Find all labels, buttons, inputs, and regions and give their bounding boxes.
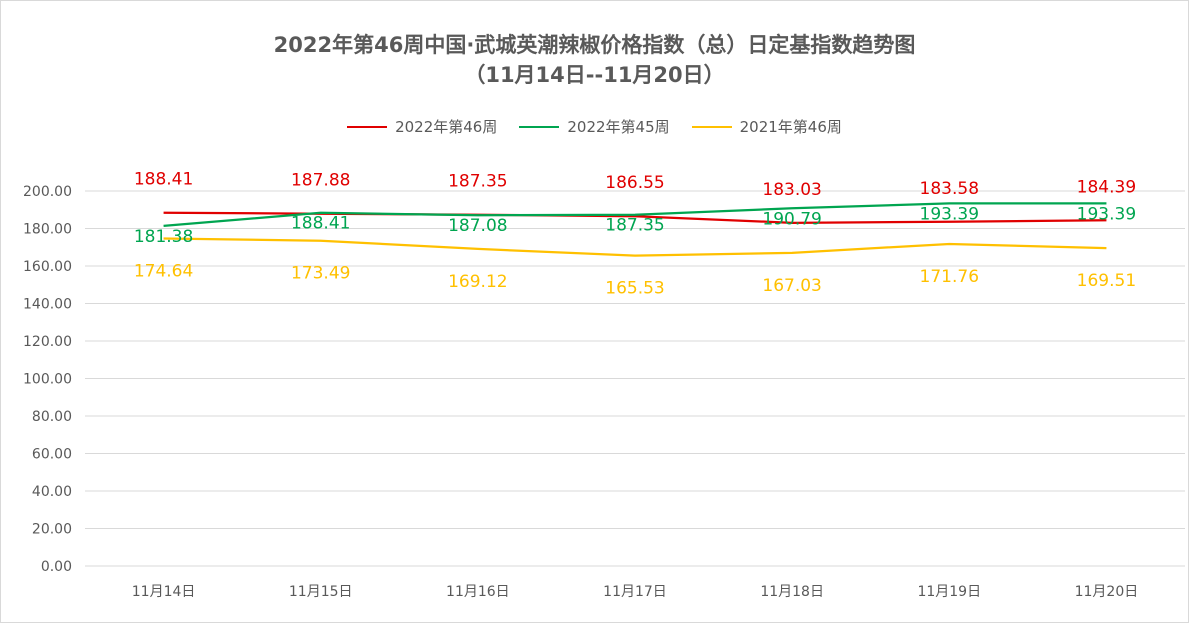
y-tick-label: 60.00 [32, 447, 72, 463]
legend-item-series-1: 2022年第45周 [519, 116, 670, 137]
data-label: 173.49 [291, 264, 350, 284]
data-label: 186.55 [605, 173, 664, 193]
x-tick-label: 11月15日 [289, 584, 353, 600]
data-label: 184.39 [1077, 177, 1136, 197]
y-tick-label: 140.00 [23, 297, 72, 313]
data-label: 174.64 [134, 262, 193, 282]
y-tick-label: 120.00 [23, 334, 72, 350]
series-line-1 [163, 202, 1107, 228]
series-line-2 [163, 237, 1107, 257]
chart-title-block: 2022年第46周中国·武城英潮辣椒价格指数（总）日定基指数趋势图 （11月14… [0, 30, 1189, 90]
legend-swatch-series-1 [519, 125, 560, 128]
data-label: 169.51 [1077, 271, 1136, 291]
y-tick-label: 200.00 [23, 184, 72, 200]
legend-swatch-series-2 [691, 125, 732, 128]
data-label: 187.35 [605, 216, 664, 236]
x-tick-label: 11月17日 [603, 584, 667, 600]
legend-label-series-0: 2022年第46周 [395, 118, 498, 136]
legend-item-series-2: 2021年第46周 [691, 116, 842, 137]
data-label: 187.35 [448, 172, 507, 192]
legend-label-series-2: 2021年第46周 [739, 118, 842, 136]
data-label: 190.79 [762, 209, 821, 229]
y-tick-label: 80.00 [32, 409, 72, 425]
data-label: 165.53 [605, 279, 664, 299]
legend-swatch-series-0 [347, 125, 388, 128]
x-tick-label: 11月16日 [446, 584, 510, 600]
chart-legend: 2022年第46周 2022年第45周 2021年第46周 [0, 116, 1189, 137]
data-label: 187.08 [448, 216, 507, 236]
x-tick-label: 11月19日 [917, 584, 981, 600]
data-label: 171.76 [920, 267, 979, 287]
legend-label-series-1: 2022年第45周 [567, 118, 670, 136]
x-tick-label: 11月18日 [760, 584, 824, 600]
data-label: 181.38 [134, 227, 193, 247]
legend-item-series-0: 2022年第46周 [347, 116, 497, 137]
y-tick-label: 0.00 [41, 559, 72, 575]
data-label: 193.39 [920, 204, 979, 224]
data-label: 169.12 [448, 272, 507, 292]
y-tick-label: 180.00 [23, 222, 72, 238]
data-label: 183.58 [920, 179, 979, 199]
data-label: 183.03 [762, 180, 821, 200]
chart-subtitle: （11月14日--11月20日） [464, 63, 725, 87]
y-tick-label: 100.00 [23, 372, 72, 388]
x-tick-label: 11月14日 [132, 584, 196, 600]
data-label: 188.41 [134, 170, 193, 190]
data-label: 187.88 [291, 171, 350, 191]
y-tick-label: 160.00 [23, 259, 72, 275]
y-tick-label: 20.00 [32, 522, 72, 538]
y-tick-label: 40.00 [32, 484, 72, 500]
chart-title: 2022年第46周中国·武城英潮辣椒价格指数（总）日定基指数趋势图 [273, 33, 916, 57]
data-label: 188.41 [291, 214, 350, 234]
x-tick-label: 11月20日 [1075, 584, 1139, 600]
data-label: 167.03 [762, 276, 821, 296]
data-label: 193.39 [1077, 204, 1136, 224]
